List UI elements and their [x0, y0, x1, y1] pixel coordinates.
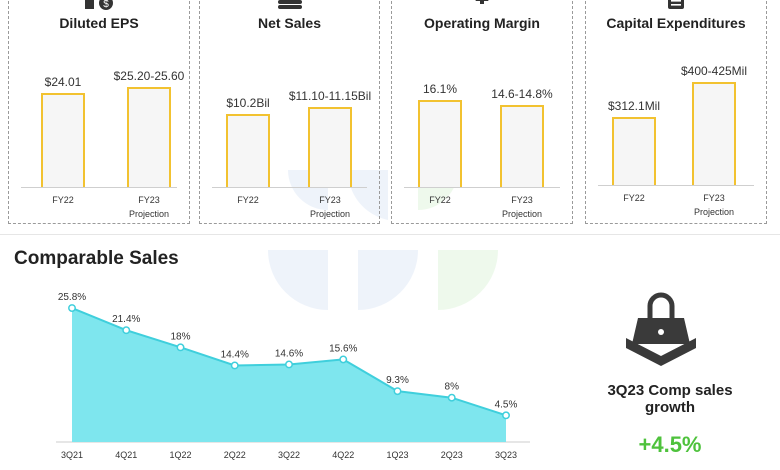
data-label-2Q22: 14.4% [221, 349, 249, 360]
data-label-4Q21: 21.4% [112, 314, 140, 325]
comparable-sales-area [72, 308, 506, 442]
gear-icon [462, 0, 502, 11]
tick-label-1Q23: 1Q23 [386, 450, 408, 460]
data-label-4Q22: 15.6% [329, 343, 357, 354]
kpi-card-diluted-eps: $ Diluted EPS $24.01 FY22 $25.20-25.60 FY23 Pr… [8, 0, 190, 224]
data-point-2Q22 [230, 361, 239, 370]
kpi-x-label: FY22 [23, 193, 103, 207]
data-point-3Q23 [502, 411, 510, 420]
kpi-card-operating-margin: Operating Margin 16.1% FY22 14.6-14.8% FY23 P… [391, 0, 573, 224]
data-label-2Q23: 8% [445, 382, 460, 393]
tick-label-2Q22: 2Q22 [224, 450, 246, 460]
kpi-bar-fy23 [692, 82, 736, 185]
kpi-x-label-year: FY22 [429, 195, 451, 205]
data-point-3Q22 [285, 360, 293, 369]
kpi-bar-value: $10.2Bil [226, 96, 270, 110]
kpi-bar-fy22 [612, 117, 656, 185]
highlight-value: +4.5% [638, 432, 702, 457]
data-point-1Q22 [176, 343, 185, 352]
kpi-x-label: FY22 [208, 193, 288, 207]
document-icon [656, 0, 696, 11]
shopping-bag-icon [626, 292, 696, 366]
kpi-bar-value: $25.20-25.60 [113, 69, 185, 83]
data-point-1Q23 [393, 387, 402, 396]
comparable-sales-title: Comparable Sales [14, 248, 179, 269]
kpi-x-label-sub: Projection [128, 209, 170, 219]
kpi-x-label-sub: Projection [309, 209, 351, 219]
kpi-x-label-year: FY23 [703, 193, 725, 203]
data-point-4Q22 [339, 355, 348, 364]
tick-label-3Q22: 3Q22 [278, 450, 300, 460]
kpi-x-label-year: FY23 [511, 195, 533, 205]
kpi-x-label: FY23 Projection [674, 191, 754, 219]
tick-label-4Q21: 4Q21 [115, 450, 137, 460]
kpi-bar-value: $312.1Mil [607, 99, 661, 113]
kpi-baseline [404, 187, 560, 188]
data-label-3Q22: 14.6% [275, 348, 303, 359]
tick-label-3Q21: 3Q21 [61, 450, 83, 460]
section-divider [0, 234, 780, 235]
kpi-bar-fy22 [226, 114, 270, 187]
kpi-x-label: FY23 Projection [482, 193, 562, 221]
kpi-card-title: Capital Expenditures [606, 15, 746, 31]
kpi-baseline [598, 185, 754, 186]
kpi-bar-fy22 [41, 93, 85, 187]
kpi-x-label-sub: Projection [693, 207, 735, 217]
kpi-bar-value: $24.01 [44, 75, 82, 89]
kpi-bar-value: 16.1% [422, 82, 458, 96]
data-label-3Q23: 4.5% [495, 399, 518, 410]
kpi-x-label-year: FY22 [52, 195, 74, 205]
tick-label-1Q22: 1Q22 [169, 450, 191, 460]
coin-stack-icon [270, 0, 310, 11]
data-label-3Q21: 25.8% [58, 292, 86, 303]
kpi-x-label-year: FY23 [319, 195, 341, 205]
kpi-card-capital-expenditures: Capital Expenditures $312.1Mil FY22 $400-42… [585, 0, 767, 224]
kpi-bar-value: 14.6-14.8% [491, 87, 553, 101]
data-label-1Q23: 9.3% [386, 375, 409, 386]
kpi-x-label: FY23 Projection [109, 193, 189, 221]
kpi-x-label: FY22 [594, 191, 674, 205]
kpi-x-label-year: FY23 [138, 195, 160, 205]
kpi-bar-fy23 [500, 105, 544, 187]
kpi-x-label: FY22 [400, 193, 480, 207]
data-point-2Q23 [447, 393, 456, 402]
tick-label-3Q23: 3Q23 [495, 450, 517, 460]
kpi-bar-fy23 [127, 87, 171, 187]
kpi-bar-value: $11.10-11.15Bil [288, 89, 372, 103]
tick-label-2Q23: 2Q23 [441, 450, 463, 460]
data-point-3Q21 [68, 304, 76, 312]
kpi-x-label-year: FY22 [623, 193, 645, 203]
kpi-x-label-sub: Projection [501, 209, 543, 219]
comparable-sales-chart: 25.8% 3Q21 21.4% 4Q21 18% 1Q22 14.4% 2Q22 14.6% 3… [56, 292, 530, 460]
money-bag-icon: $ [79, 0, 119, 11]
kpi-x-label-year: FY22 [237, 195, 259, 205]
kpi-baseline [21, 187, 177, 188]
data-label-1Q22: 18% [170, 331, 190, 342]
tick-label-4Q22: 4Q22 [332, 450, 354, 460]
kpi-card-title: Operating Margin [424, 15, 540, 31]
kpi-bar-value: $400-425Mil [680, 64, 748, 78]
kpi-baseline [212, 187, 367, 188]
kpi-card-net-sales: Net Sales $10.2Bil FY22 $11.10-11.15Bil FY23… [199, 0, 380, 224]
kpi-bar-fy22 [418, 100, 462, 187]
highlight-title: 3Q23 Comp sales growth [607, 382, 733, 416]
svg-text:$: $ [103, 0, 109, 10]
kpi-card-title: Net Sales [257, 15, 322, 31]
data-point-4Q21 [122, 326, 131, 335]
kpi-bar-fy23 [308, 107, 352, 187]
kpi-card-title: Diluted EPS [59, 15, 139, 31]
kpi-x-label: FY23 Projection [290, 193, 370, 221]
